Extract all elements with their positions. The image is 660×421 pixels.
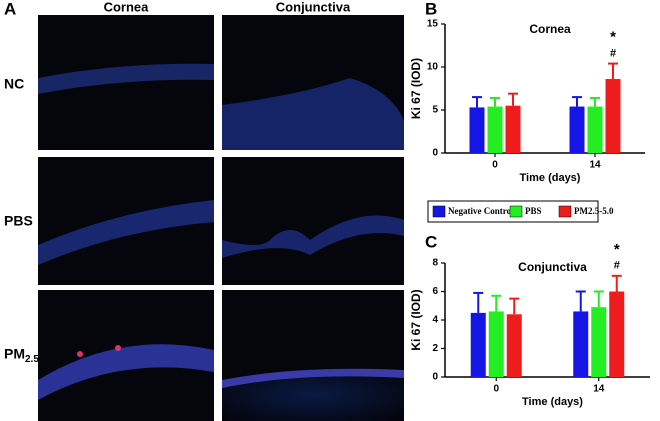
- legend-label: PBS: [525, 206, 542, 216]
- legend-swatch: [509, 205, 523, 218]
- micrographs: [38, 15, 404, 421]
- x-axis-label: Time (days): [520, 172, 581, 184]
- panel-label: C: [425, 232, 437, 251]
- y-tick-label: 8: [432, 258, 438, 269]
- bar: [605, 79, 621, 153]
- significance-mark: #: [610, 47, 616, 59]
- y-axis-label: Ki 67 (IOD): [409, 58, 423, 119]
- significance-mark: *: [614, 241, 620, 258]
- bar: [569, 106, 585, 153]
- x-axis-label: Time (days): [522, 396, 583, 408]
- tissue: [38, 344, 214, 400]
- y-axis-label: Ki 67 (IOD): [409, 289, 423, 350]
- legend-label: PM2.5-5.0: [574, 206, 614, 216]
- bar: [587, 106, 603, 153]
- legend-swatch: [558, 205, 572, 218]
- y-tick-label: 2: [432, 343, 438, 354]
- x-tick-label: 0: [493, 384, 499, 395]
- significance-mark: *: [610, 29, 616, 46]
- bar: [505, 105, 521, 153]
- tissue: [38, 63, 214, 94]
- bar: [506, 314, 522, 377]
- significance-mark: #: [614, 260, 620, 272]
- tissue: [222, 368, 404, 421]
- panel-label: A: [4, 0, 16, 18]
- tissue: [222, 368, 404, 388]
- row-label: PBS: [4, 213, 33, 229]
- stain: [77, 351, 83, 357]
- chart-title: Cornea: [529, 22, 571, 36]
- tissue: [222, 78, 404, 150]
- tissue: [38, 200, 214, 265]
- row-label-sub: 2.5: [25, 354, 39, 365]
- tissue: [222, 215, 404, 258]
- y-tick-label: 5: [432, 105, 438, 116]
- y-tick-label: 4: [432, 315, 438, 326]
- y-tick-label: 15: [427, 19, 439, 30]
- x-tick-label: 14: [593, 384, 605, 395]
- legend-swatch: [432, 205, 446, 218]
- bar: [488, 311, 504, 377]
- bar: [573, 311, 589, 377]
- bar: [591, 307, 607, 377]
- panel-label: B: [425, 0, 437, 18]
- x-tick-label: 0: [492, 160, 498, 171]
- y-tick-label: 0: [432, 372, 438, 383]
- y-tick-label: 6: [432, 286, 438, 297]
- column-label: Cornea: [104, 0, 150, 14]
- legend-label: Negative Control: [448, 206, 514, 216]
- bar: [470, 312, 486, 377]
- chart-title: Conjunctiva: [518, 260, 587, 274]
- bar: [487, 106, 503, 153]
- y-tick-label: 10: [427, 62, 439, 73]
- bar: [469, 107, 485, 153]
- row-label: NC: [4, 76, 24, 92]
- row-label: PM2.5: [4, 346, 39, 365]
- y-tick-label: 0: [432, 148, 438, 159]
- column-label: Conjunctiva: [276, 0, 351, 14]
- x-tick-label: 14: [589, 160, 601, 171]
- stain: [115, 345, 121, 351]
- bar: [609, 291, 625, 377]
